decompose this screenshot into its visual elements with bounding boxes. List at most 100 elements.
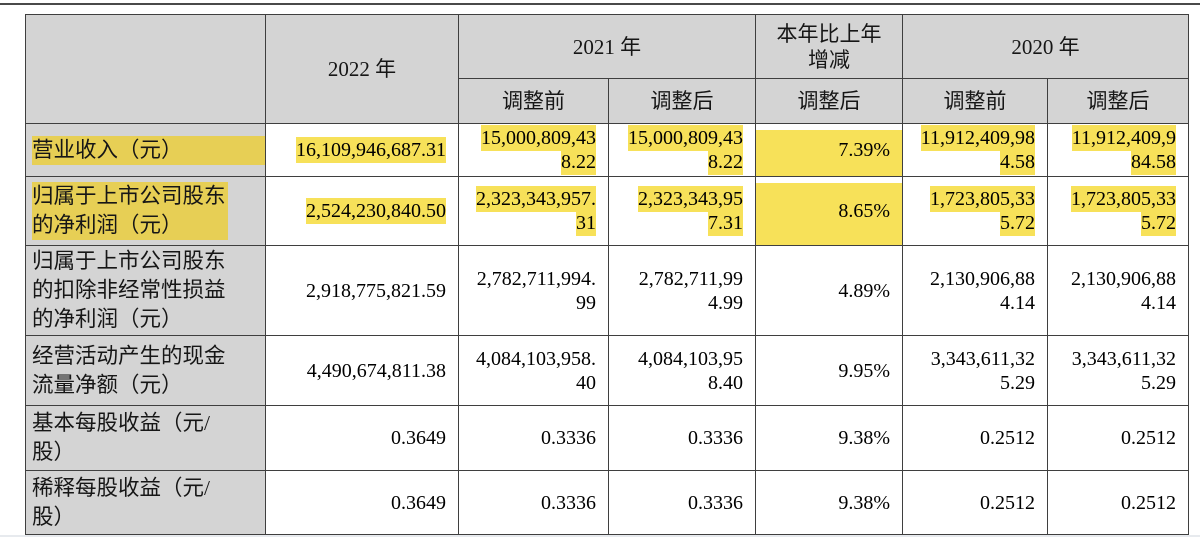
value-2021-before: 4,084,103,958.40 [458, 335, 609, 406]
value-2022: 0.3649 [265, 470, 459, 535]
corner-cell [25, 14, 266, 124]
change-value: 9.38% [838, 491, 890, 514]
row-label: 归属于上市公司股东的扣除非经常性损益的净利润（元） [32, 249, 226, 331]
highlighted-value: 11,912,409,984.58 [920, 125, 1035, 175]
value: 0.3336 [688, 427, 743, 449]
value: 3,343,611,325.29 [930, 347, 1035, 394]
value-2021-before: 2,782,711,994.99 [458, 245, 609, 336]
value-2021-before: 15,000,809,438.22 [458, 123, 609, 177]
row-label-cell: 归属于上市公司股东的扣除非经常性损益的净利润（元） [25, 245, 266, 336]
value: 0.2512 [980, 491, 1035, 514]
subheader-2021-after: 调整后 [608, 78, 756, 124]
table-header: 2022 年 2021 年 本年比上年增减 2020 年 调整前 调整后 调整后… [25, 14, 1189, 124]
value: 0.2512 [980, 427, 1035, 449]
value-2021-before: 0.3336 [458, 405, 609, 471]
value-2020-before: 0.2512 [902, 470, 1048, 535]
header-row-adjust: 调整前 调整后 调整后 调整前 调整后 [26, 78, 1189, 124]
value-2022: 2,918,775,821.59 [265, 245, 459, 336]
highlighted-value: 16,109,946,687.31 [296, 137, 446, 163]
value: 0.3649 [391, 427, 446, 449]
value-2021-before: 0.3336 [458, 470, 609, 535]
value-2021-after: 0.3336 [608, 470, 756, 535]
value-2021-after: 15,000,809,438.22 [608, 123, 756, 177]
table-body: 营业收入（元） 16,109,946,687.31 15,000,809,438… [25, 123, 1189, 535]
table-row-operating-cash-flow: 经营活动产生的现金流量净额（元） 4,490,674,811.38 4,084,… [25, 335, 1189, 406]
value-change: 9.95% [755, 335, 903, 406]
table-row-revenue: 营业收入（元） 16,109,946,687.31 15,000,809,438… [25, 123, 1189, 177]
value-2020-before: 0.2512 [902, 405, 1048, 471]
value-2020-after: 0.2512 [1047, 470, 1189, 535]
row-label: 稀释每股收益（元/股） [32, 475, 210, 529]
value-2021-after: 2,323,343,957.31 [608, 176, 756, 246]
col-header-2020: 2020 年 [902, 14, 1189, 79]
value-change: 9.38% [755, 405, 903, 471]
change-value: 8.65% [838, 200, 890, 222]
value-2022: 4,490,674,811.38 [265, 335, 459, 406]
highlighted-value: 2,323,343,957.31 [476, 186, 596, 236]
value-2022: 2,524,230,840.50 [265, 176, 459, 246]
value-2020-after: 2,130,906,884.14 [1047, 245, 1189, 336]
col-header-2021: 2021 年 [458, 14, 756, 79]
subheader-2020-after: 调整后 [1047, 78, 1189, 124]
value: 0.2512 [1121, 427, 1176, 449]
table-row-basic-eps: 基本每股收益（元/股） 0.3649 0.3336 0.3336 9.38% 0… [25, 405, 1189, 471]
value: 4,084,103,958.40 [638, 347, 743, 394]
row-label-cell: 基本每股收益（元/股） [25, 405, 266, 471]
change-value: 7.39% [838, 139, 890, 161]
row-label: 经营活动产生的现金流量净额（元） [32, 343, 226, 397]
value-2021-after: 4,084,103,958.40 [608, 335, 756, 406]
value: 2,130,906,884.14 [1071, 267, 1176, 314]
row-label-cell: 归属于上市公司股东的净利润（元） [25, 176, 266, 246]
row-label-cell: 稀释每股收益（元/股） [25, 470, 266, 535]
subheader-2020-before: 调整前 [902, 78, 1048, 124]
value: 0.3336 [541, 427, 596, 449]
value-2020-after: 0.2512 [1047, 405, 1189, 471]
value: 2,130,906,884.14 [930, 267, 1035, 314]
change-value: 4.89% [838, 279, 890, 302]
value-change: 9.38% [755, 470, 903, 535]
row-label: 归属于上市公司股东的净利润（元） [32, 182, 228, 240]
value: 2,782,711,994.99 [476, 267, 596, 314]
value: 0.3649 [391, 491, 446, 514]
value-2020-before: 11,912,409,984.58 [902, 123, 1048, 177]
value-2022: 0.3649 [265, 405, 459, 471]
row-label-cell: 经营活动产生的现金流量净额（元） [25, 335, 266, 406]
row-label: 基本每股收益（元/股） [32, 411, 210, 464]
value: 0.3336 [541, 491, 596, 514]
value-2021-before: 2,323,343,957.31 [458, 176, 609, 246]
bottom-divider-line [0, 535, 1200, 537]
subheader-2021-before: 调整前 [458, 78, 609, 124]
highlighted-value: 1,723,805,335.72 [1071, 186, 1176, 236]
header-row-years: 2022 年 2021 年 本年比上年增减 2020 年 [25, 14, 1189, 124]
highlighted-value: 11,912,409,984.58 [1071, 125, 1176, 175]
table-row-deducted-net-profit: 归属于上市公司股东的扣除非经常性损益的净利润（元） 2,918,775,821.… [25, 245, 1189, 336]
value-2021-after: 2,782,711,994.99 [608, 245, 756, 336]
value: 4,490,674,811.38 [306, 359, 446, 382]
highlighted-value: 15,000,809,438.22 [481, 125, 596, 175]
value: 0.3336 [688, 491, 743, 514]
financial-summary-table: 2022 年 2021 年 本年比上年增减 2020 年 调整前 调整后 调整后… [25, 14, 1189, 535]
change-value: 9.38% [838, 427, 890, 449]
value-2020-before: 3,343,611,325.29 [902, 335, 1048, 406]
value-2020-after: 3,343,611,325.29 [1047, 335, 1189, 406]
value: 3,343,611,325.29 [1071, 347, 1176, 394]
top-divider-line [0, 3, 1200, 5]
table-row-net-profit: 归属于上市公司股东的净利润（元） 2,524,230,840.50 2,323,… [25, 176, 1189, 246]
highlighted-value: 15,000,809,438.22 [628, 125, 743, 175]
value: 2,782,711,994.99 [638, 267, 743, 314]
value-2022: 16,109,946,687.31 [265, 123, 459, 177]
value-change: 8.65% [755, 176, 903, 246]
subheader-change-after: 调整后 [755, 78, 903, 124]
value: 0.2512 [1121, 491, 1176, 514]
value-2021-after: 0.3336 [608, 405, 756, 471]
row-label-cell: 营业收入（元） [25, 123, 266, 177]
row-label: 营业收入（元） [32, 135, 265, 165]
value-2020-before: 1,723,805,335.72 [902, 176, 1048, 246]
value: 4,084,103,958.40 [476, 347, 596, 394]
value-change: 7.39% [755, 123, 903, 177]
highlighted-value: 1,723,805,335.72 [930, 186, 1035, 236]
col-header-change: 本年比上年增减 [755, 14, 903, 79]
highlighted-value: 2,524,230,840.50 [306, 198, 446, 224]
highlighted-value: 2,323,343,957.31 [638, 186, 743, 236]
